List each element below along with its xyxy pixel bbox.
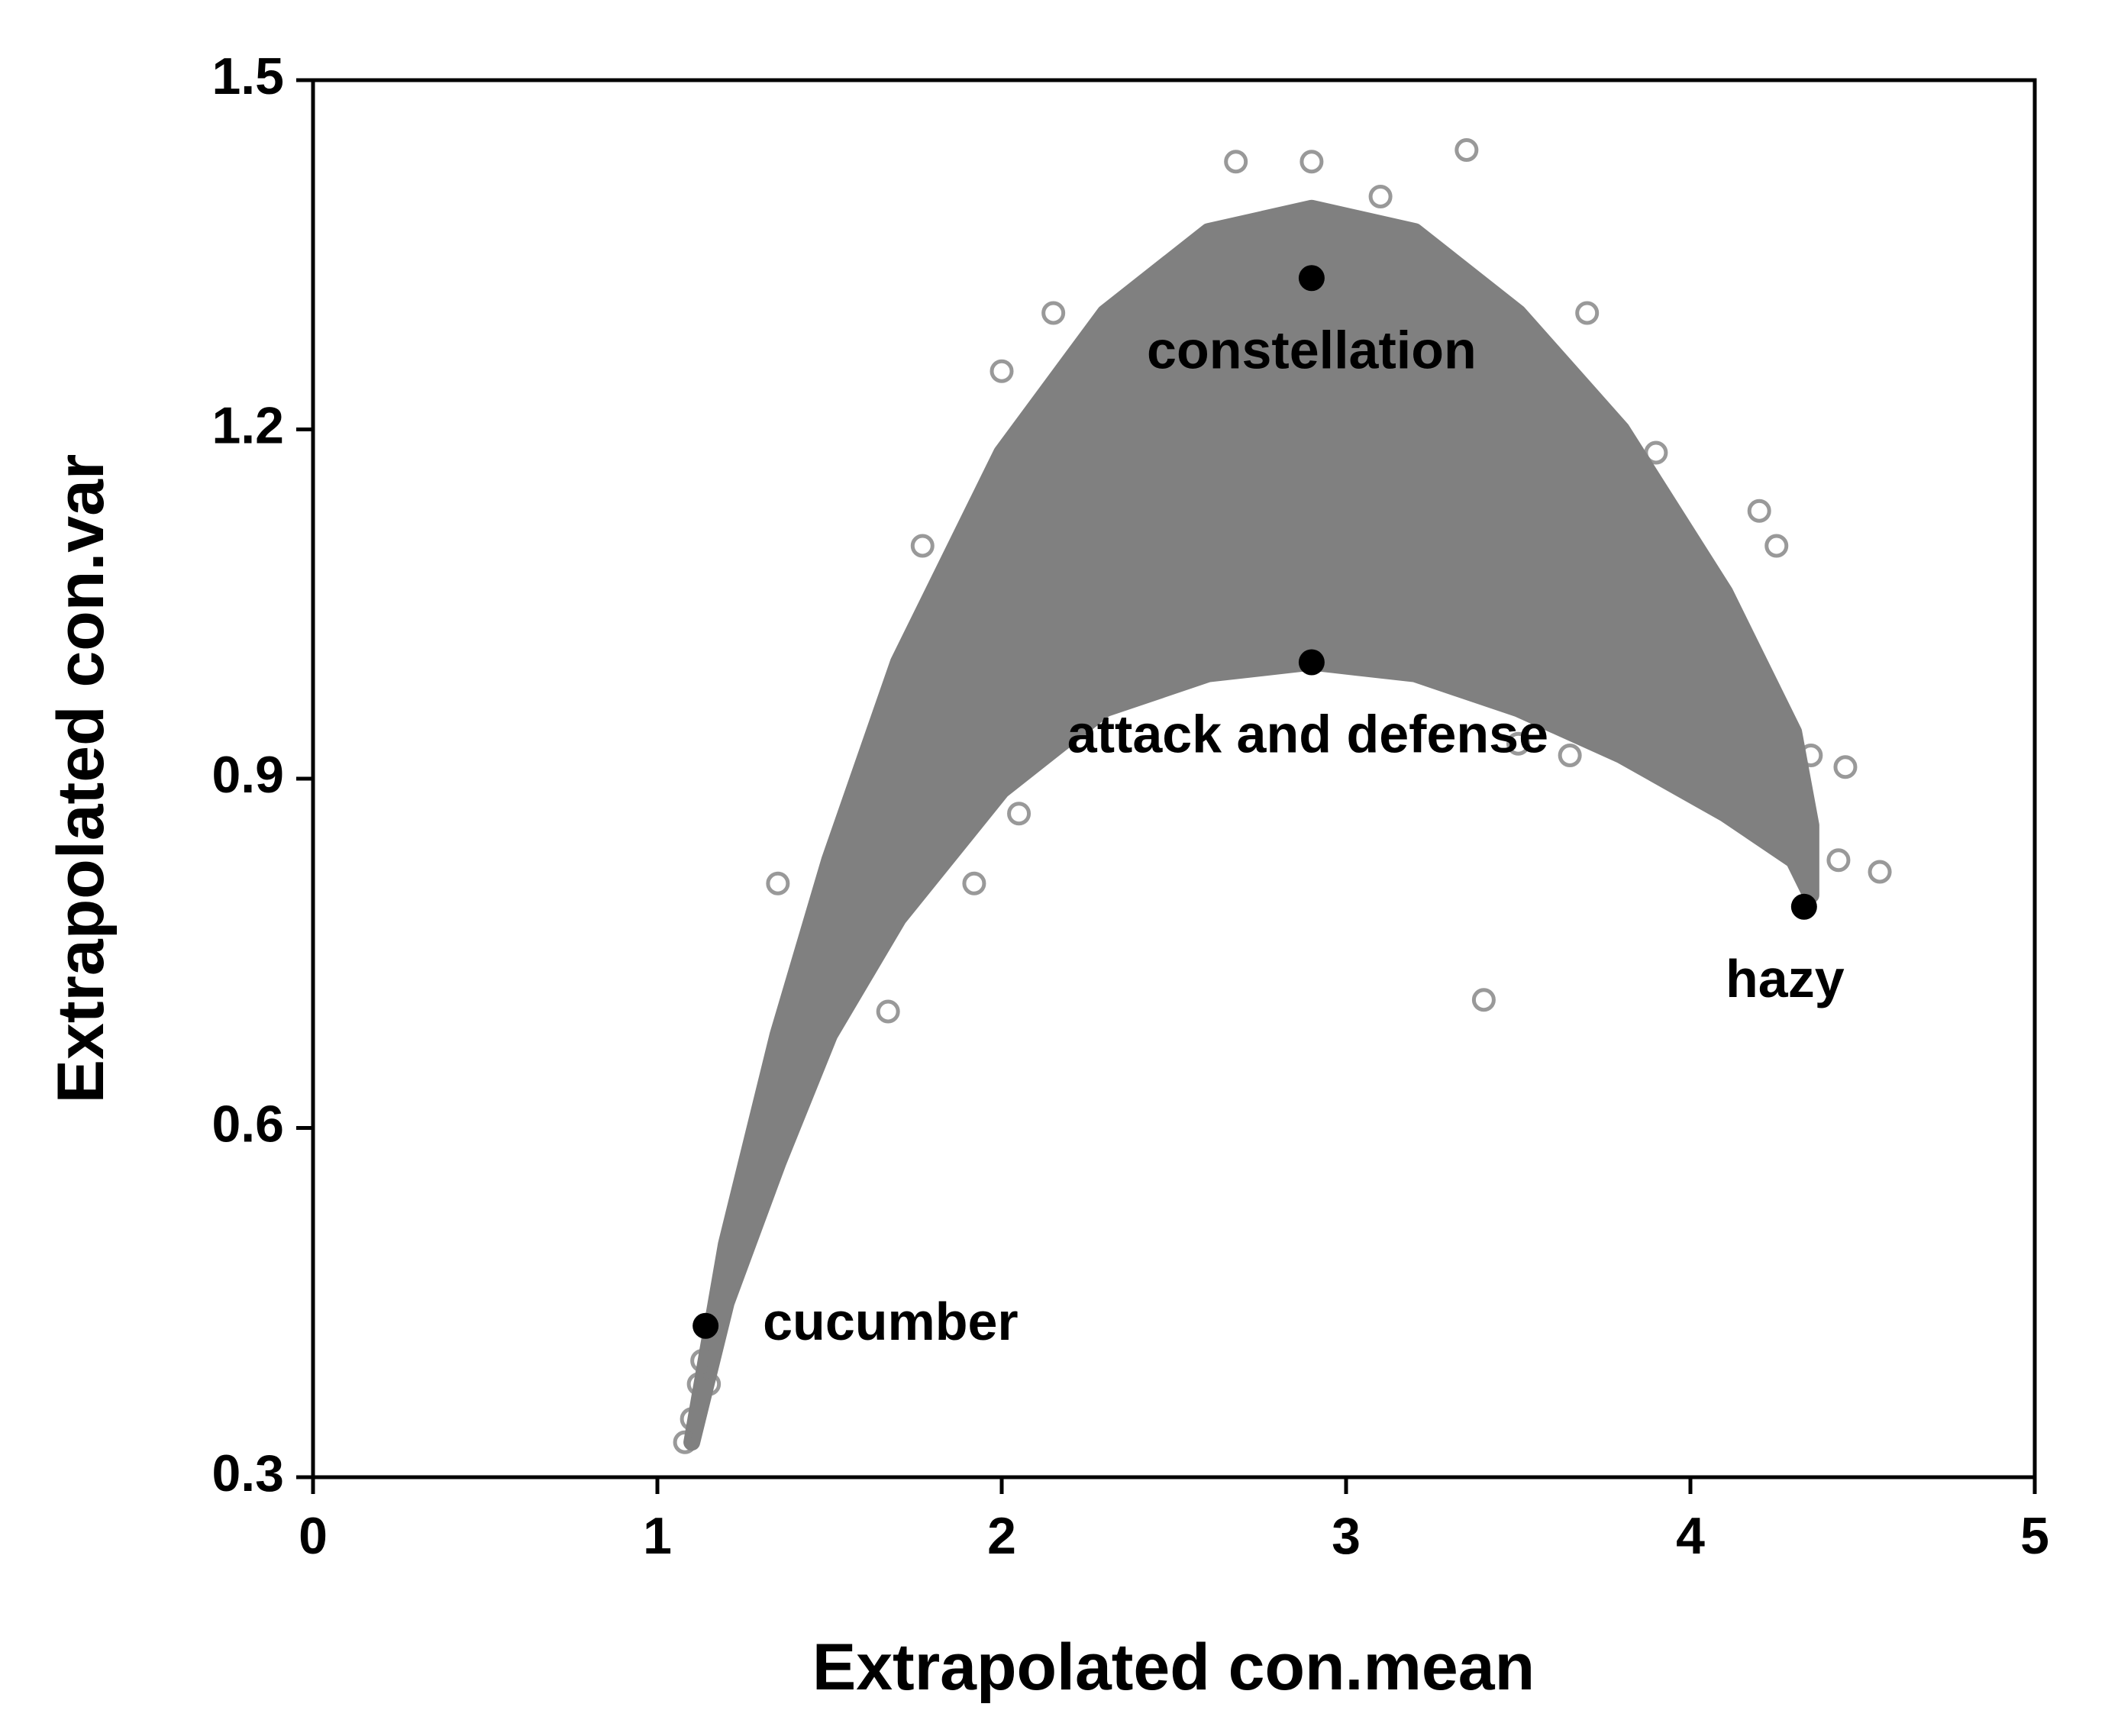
scatter-point [1506,731,1530,756]
y-axis-title: Extrapolated con.var [44,454,118,1104]
scatter-point [1833,755,1858,779]
x-tick-label: 1 [643,1507,672,1565]
scatter-point [990,359,1014,383]
point-label: attack and defense [1067,705,1548,764]
scatter-point [1007,802,1032,826]
x-axis-title: Extrapolated con.mean [812,1631,1535,1704]
scatter-point [686,1372,711,1396]
y-tick-label: 1.2 [211,396,284,454]
point-cloud-region [683,199,1819,1451]
point-cloud [683,199,1819,1451]
x-tick-label: 2 [987,1507,1016,1565]
scatter-point [1368,185,1393,208]
x-tick-label: 3 [1332,1507,1361,1565]
y-axis: 0.3 0.6 0.9 1.2 1.5 [211,47,313,1502]
y-tick-label: 0.9 [211,746,284,804]
y-tick-label: 1.5 [211,47,284,105]
highlighted-points [693,265,1817,1339]
scatter-point [690,1349,715,1373]
scatter-point [1575,301,1600,325]
x-tick-label: 5 [2020,1507,2049,1565]
point-label: hazy [1726,949,1845,1008]
scatter-point [1299,150,1324,174]
highlighted-point [1298,265,1325,292]
highlighted-point [693,1312,719,1339]
scatter-point [1868,860,1892,884]
scatter-point [1454,138,1479,162]
scatter-point [876,999,900,1024]
point-label: cucumber [763,1292,1019,1351]
annotations: constellation attack and defense hazy cucum… [763,320,1845,1351]
scatter-point [962,871,986,895]
scatter-point [1224,150,1248,174]
scatter-point [697,1372,722,1396]
scatter-point [1041,301,1066,325]
scatter-point [1471,988,1496,1012]
y-tick-label: 0.3 [211,1444,284,1502]
x-tick-label: 4 [1676,1507,1705,1565]
point-label: constellation [1147,320,1477,379]
highlighted-point [1298,649,1325,676]
scatter-point [673,1430,697,1454]
scatter-point [680,1407,704,1431]
scatter-point [910,534,935,558]
scatter-point [1747,499,1771,523]
x-tick-label: 0 [299,1507,328,1565]
scatter-point [1558,744,1582,767]
scatter-points [673,138,1892,1454]
scatter-point [1764,534,1789,558]
x-axis: 0 1 2 3 4 5 [299,1477,2049,1565]
highlighted-point [1790,893,1817,920]
scatter-point [1644,440,1668,465]
y-tick-label: 0.6 [211,1095,284,1153]
scatter-point [1826,848,1851,873]
scatter-point [1799,744,1823,767]
scatter-point [766,871,790,895]
